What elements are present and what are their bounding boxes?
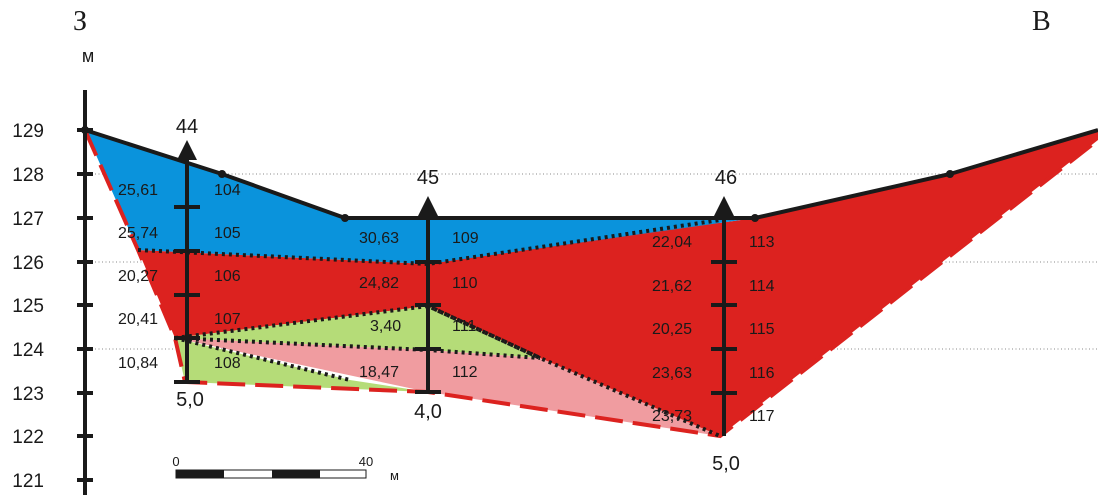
sample-id: 107 [214,311,241,328]
borehole-marker-icon [418,196,438,216]
surface-point [341,214,349,222]
scale-start: 0 [172,454,179,469]
sample-value: 3,40 [370,318,401,335]
layer-red-middle [138,220,720,436]
interface-pink-red [427,304,721,438]
layer-pink [175,338,720,436]
borehole-depth: 5,0 [176,389,204,411]
borehole-depth: 4,0 [414,401,442,423]
tick-label: 126 [12,253,44,274]
tick-label: 125 [12,296,44,317]
sample-id: 109 [452,230,479,247]
scale-end: 40 [359,454,373,469]
scale-bar: 0 40 м [172,454,399,483]
direction-west: З [73,6,87,37]
axis-unit-label: м [82,46,94,66]
layer-green-lower [175,338,428,392]
surface-point [946,170,954,178]
surface-point [751,214,759,222]
tick-label: 121 [12,471,44,492]
scale-bar-segment [176,470,224,478]
borehole-number: 46 [715,167,737,189]
direction-east: В [1032,6,1051,37]
sample-value: 20,41 [118,311,158,328]
sample-id: 104 [214,182,241,199]
sample-value: 24,82 [359,275,399,292]
sample-value: 22,04 [652,234,692,251]
tick-label: 123 [12,384,44,405]
sample-id: 115 [749,321,775,338]
tick-label: 122 [12,427,44,448]
sample-value: 20,27 [118,268,158,285]
sample-id: 117 [749,408,775,425]
sample-value: 25,61 [118,182,158,199]
interface-green-pink-lower [174,336,351,382]
sample-id: 105 [214,225,241,242]
scale-unit: м [390,468,399,483]
ground-surface-line [84,128,1098,220]
sample-id: 110 [452,275,478,292]
sample-value: 25,74 [118,225,158,242]
borehole-46: 46 5,0 [711,167,740,475]
interface-red-green [174,303,541,360]
sample-id: 106 [214,268,241,285]
sample-id: 108 [214,355,241,372]
borehole-depth: 5,0 [712,453,740,475]
tick-label: 127 [12,209,44,230]
scale-bar-segment [272,470,320,478]
sample-value: 23,63 [652,365,692,382]
layer-blue-top [85,130,755,264]
sample-id: 111 [452,318,476,335]
layer-green [175,306,540,358]
borehole-marker-icon [177,140,197,160]
sample-id: 116 [749,365,775,382]
sample-value: 30,63 [359,230,399,247]
tick-label: 124 [12,340,44,361]
elevation-axis [77,90,93,495]
borehole-number: 45 [417,167,439,189]
sample-value: 10,84 [118,355,158,372]
sample-labels: 25,61 104 25,74 105 20,27 106 20,41 107 … [118,182,775,425]
surface-point [218,170,226,178]
sample-id: 112 [452,364,478,381]
sample-value: 21,62 [652,278,692,295]
borehole-45: 45 4,0 [414,167,442,423]
sample-value: 20,25 [652,321,692,338]
axis-tick-labels: 129 128 127 126 125 124 123 122 121 [12,121,44,492]
tick-label: 128 [12,165,44,186]
borehole-number: 44 [176,116,198,138]
sample-value: 23,73 [652,408,692,425]
sample-id: 113 [749,234,775,251]
sample-id: 114 [749,278,775,295]
sample-value: 18,47 [359,364,399,381]
soil-layers [85,130,1098,436]
borehole-44: 44 5,0 [174,116,204,411]
borehole-marker-icon [714,196,734,216]
tick-label: 129 [12,121,44,142]
